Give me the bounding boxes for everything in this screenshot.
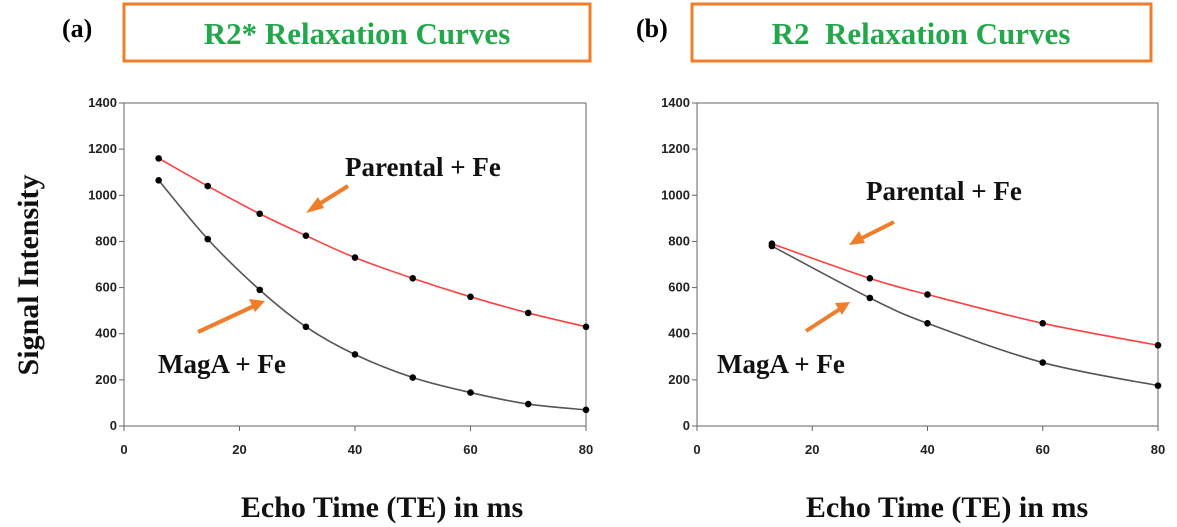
panel-a-maga-point bbox=[204, 235, 212, 243]
panel-a-parental-point bbox=[155, 155, 162, 162]
panel-a-parental-point bbox=[256, 210, 264, 218]
panel-b-label: (b) bbox=[636, 14, 668, 43]
panel-b-maga-curve bbox=[771, 245, 1159, 387]
panel-a-parental-point bbox=[302, 232, 310, 239]
panel-a-parental-arrowhead bbox=[306, 197, 324, 213]
panel-b-x-tick-label: 20 bbox=[805, 442, 819, 457]
panel-a-title-box bbox=[122, 2, 592, 63]
arrows bbox=[197, 184, 895, 334]
panel-b-x-axis-title: Echo Time (TE) in ms bbox=[806, 491, 1088, 524]
panel-b-chart: 0 200 400 600 800 1000 1200 1400 0 20 40 60 80 bbox=[661, 95, 1165, 457]
panel-a-maga-label: MagA + Fe bbox=[158, 349, 286, 379]
panel-a-y-tick-label: 200 bbox=[95, 372, 117, 387]
panel-b-maga-point bbox=[1154, 382, 1162, 389]
panel-b-y-tick-label: 200 bbox=[668, 372, 690, 387]
panel-a-x-axis-title: Echo Time (TE) in ms bbox=[241, 491, 523, 524]
panel-b-maga-point bbox=[1039, 359, 1047, 366]
panel-b-parental-point bbox=[1154, 341, 1162, 349]
panel-a-parental-point bbox=[582, 323, 590, 331]
panel-a-parental-point bbox=[467, 293, 474, 301]
panel-b-maga-point bbox=[924, 320, 931, 327]
panel-a-maga-point bbox=[155, 176, 162, 184]
panel-b-x-tick-label: 80 bbox=[1151, 442, 1165, 457]
panel-b-x-tick-label: 60 bbox=[1036, 442, 1050, 457]
panel-b-maga-point bbox=[866, 294, 874, 302]
panel-b-y-tick-label: 1000 bbox=[661, 187, 690, 202]
panel-a-maga-point bbox=[524, 400, 532, 408]
panel-a-maga-point bbox=[256, 286, 264, 294]
panel-a-y-tick-label: 1000 bbox=[88, 187, 117, 202]
panel-a-label: (a) bbox=[62, 14, 92, 43]
panel-a-x-tick-label: 80 bbox=[579, 442, 593, 457]
panel-b-parental-point bbox=[924, 291, 931, 298]
panel-a-maga-arrowhead bbox=[249, 299, 265, 312]
panel-a-y-tick-label: 0 bbox=[110, 418, 117, 433]
panel-a-maga-point bbox=[351, 351, 359, 358]
panel-a-maga-point bbox=[302, 323, 310, 331]
panel-b-parental-arrowhead bbox=[849, 231, 865, 245]
panel-a-title: R2* Relaxation Curves bbox=[204, 16, 511, 51]
panel-b-y-tick-label: 0 bbox=[683, 418, 690, 433]
panel-b-y-tick-label: 600 bbox=[668, 280, 690, 295]
panel-b-maga-arrow bbox=[804, 307, 842, 333]
panel-a-y-tick-label: 1200 bbox=[88, 141, 117, 156]
panel-b-y-tick-label: 1200 bbox=[661, 141, 690, 156]
panel-b-title: R2 Relaxation Curves bbox=[772, 16, 1071, 51]
y-axis-title: Signal Intensity bbox=[12, 175, 45, 376]
panel-a-x-tick-label: 20 bbox=[232, 442, 246, 457]
panel-b-x-tick-label: 40 bbox=[920, 442, 934, 457]
panel-a-parental-curve bbox=[158, 157, 587, 328]
panel-a-parental-point bbox=[204, 182, 212, 190]
panel-b-parental-curve bbox=[771, 242, 1159, 347]
panel-a-y-tick-label: 600 bbox=[95, 280, 117, 295]
panel-a-x-tick-label: 60 bbox=[463, 442, 477, 457]
panel-b-parental-label: Parental + Fe bbox=[866, 176, 1022, 206]
panel-b-y-tick-label: 1400 bbox=[661, 95, 690, 110]
panel-b-y-tick-label: 400 bbox=[668, 326, 690, 341]
panel-a-x-tick-label: 40 bbox=[348, 442, 362, 457]
panel-b-parental-point bbox=[866, 275, 874, 282]
panel-b-y-tick-label: 800 bbox=[668, 233, 690, 248]
panel-b-maga-arrowhead bbox=[835, 302, 850, 315]
panel-b-parental-arrow bbox=[857, 220, 895, 242]
panel-a-parental-arrow bbox=[314, 184, 350, 208]
panel-a-parental-point bbox=[409, 275, 417, 282]
panel-a-maga-point bbox=[582, 406, 590, 414]
panel-a-y-tick-label: 1400 bbox=[88, 95, 117, 110]
panel-b-maga-point bbox=[768, 242, 776, 250]
panel-a-y-tick-label: 800 bbox=[95, 233, 117, 248]
panel-a-y-tick-label: 400 bbox=[95, 326, 117, 341]
panel-a-chart: 0 200 400 600 800 1000 1200 1400 0 20 40 60 80 bbox=[88, 95, 593, 457]
panel-b-title-box bbox=[690, 2, 1153, 63]
panel-a-parental-label: Parental + Fe bbox=[345, 152, 501, 182]
panel-b-x-tick-label: 0 bbox=[693, 442, 700, 457]
panel-a-maga-arrow bbox=[197, 304, 255, 334]
panel-b-parental-point bbox=[1039, 320, 1047, 327]
panel-a-parental-point bbox=[351, 254, 359, 261]
panel-a-maga-point bbox=[409, 374, 417, 381]
panel-a-x-tick-label: 0 bbox=[120, 442, 127, 457]
panel-b-maga-label: MagA + Fe bbox=[717, 349, 845, 379]
panel-a-parental-point bbox=[524, 309, 532, 317]
panel-a-maga-point bbox=[467, 389, 474, 396]
